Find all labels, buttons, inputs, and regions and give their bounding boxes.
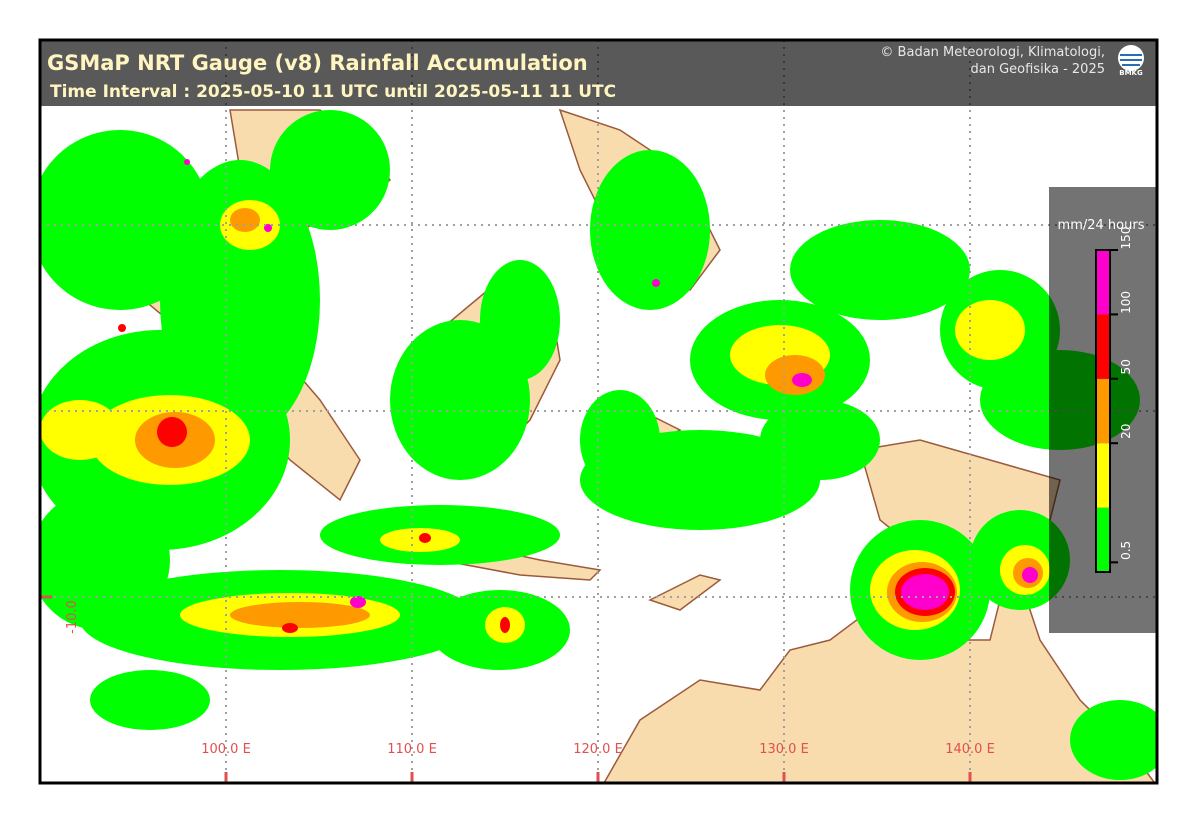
- colorbar-label: 150: [1119, 227, 1133, 250]
- colorbar-label: 100: [1119, 291, 1133, 314]
- logo-waves: [1120, 54, 1142, 66]
- map-body: 100.0 E 110.0 E 120.0 E 130.0 E 140.0 E …: [41, 41, 1156, 782]
- lon-label: 100.0 E: [201, 742, 251, 757]
- colorbar-segment: [1096, 378, 1110, 444]
- colorbar: 0.5 20 50 100 150: [1095, 227, 1133, 573]
- colorbar-label: 20: [1119, 424, 1133, 439]
- lon-label: 130.0 E: [759, 742, 809, 757]
- legend-title: mm/24 hours: [1058, 218, 1145, 233]
- lon-label: 120.0 E: [573, 742, 623, 757]
- axis-ticks: [41, 595, 972, 782]
- title: GSMaP NRT Gauge (v8) Rainfall Accumulati…: [47, 51, 588, 75]
- colorbar-segment: [1096, 314, 1110, 379]
- lon-labels: 100.0 E 110.0 E 120.0 E 130.0 E 140.0 E …: [65, 600, 995, 757]
- colorbar-segment: [1096, 443, 1110, 508]
- lat-label: -10.0: [65, 600, 80, 634]
- colorbar-label: 0.5: [1119, 541, 1133, 560]
- colorbar-border: [1095, 249, 1111, 573]
- logo-text: BMKG: [1119, 69, 1143, 77]
- colorbar-segment: [1096, 250, 1110, 315]
- logo-mark: [1118, 45, 1144, 71]
- colorbar-label: 50: [1119, 359, 1133, 374]
- graticule: [41, 41, 1156, 782]
- rain-light: [41, 110, 1156, 780]
- rain-extreme: [184, 159, 1038, 610]
- lon-label: 110.0 E: [387, 742, 437, 757]
- lon-label: 140.0 E: [945, 742, 995, 757]
- colorbar-segment: [1096, 507, 1110, 572]
- frame: [38, 38, 1159, 785]
- credit: © Badan Meteorologi, Klimatologi,: [880, 45, 1105, 60]
- subtitle: Time Interval : 2025-05-10 11 UTC until …: [50, 82, 616, 102]
- header-band: [41, 41, 1156, 106]
- credit: dan Geofisika - 2025: [971, 62, 1106, 77]
